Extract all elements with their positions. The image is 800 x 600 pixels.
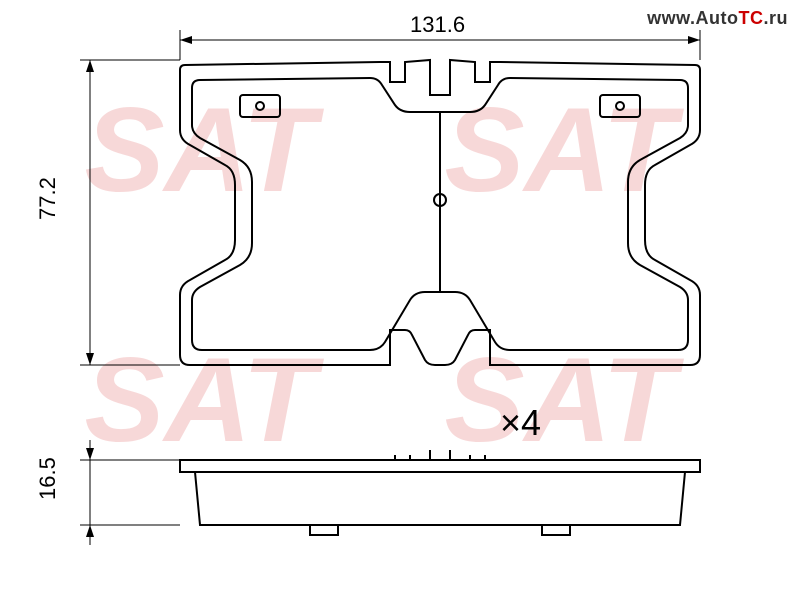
- brake-pad-front-view: [180, 60, 700, 365]
- dim-height-value: 77.2: [35, 177, 60, 220]
- technical-drawing: 131.6 77.2 16.5 ×4: [0, 0, 800, 600]
- dim-thickness-value: 16.5: [35, 457, 60, 500]
- dim-thickness: 16.5: [35, 440, 180, 545]
- quantity-label: ×4: [500, 402, 541, 443]
- drawing-canvas: SAT SAT SAT SAT www.AutoTC.ru 131.6 77.2…: [0, 0, 800, 600]
- dim-width: 131.6: [180, 12, 700, 60]
- dim-width-value: 131.6: [410, 12, 465, 37]
- brake-pad-side-view: [180, 450, 700, 535]
- dim-height: 77.2: [35, 60, 180, 365]
